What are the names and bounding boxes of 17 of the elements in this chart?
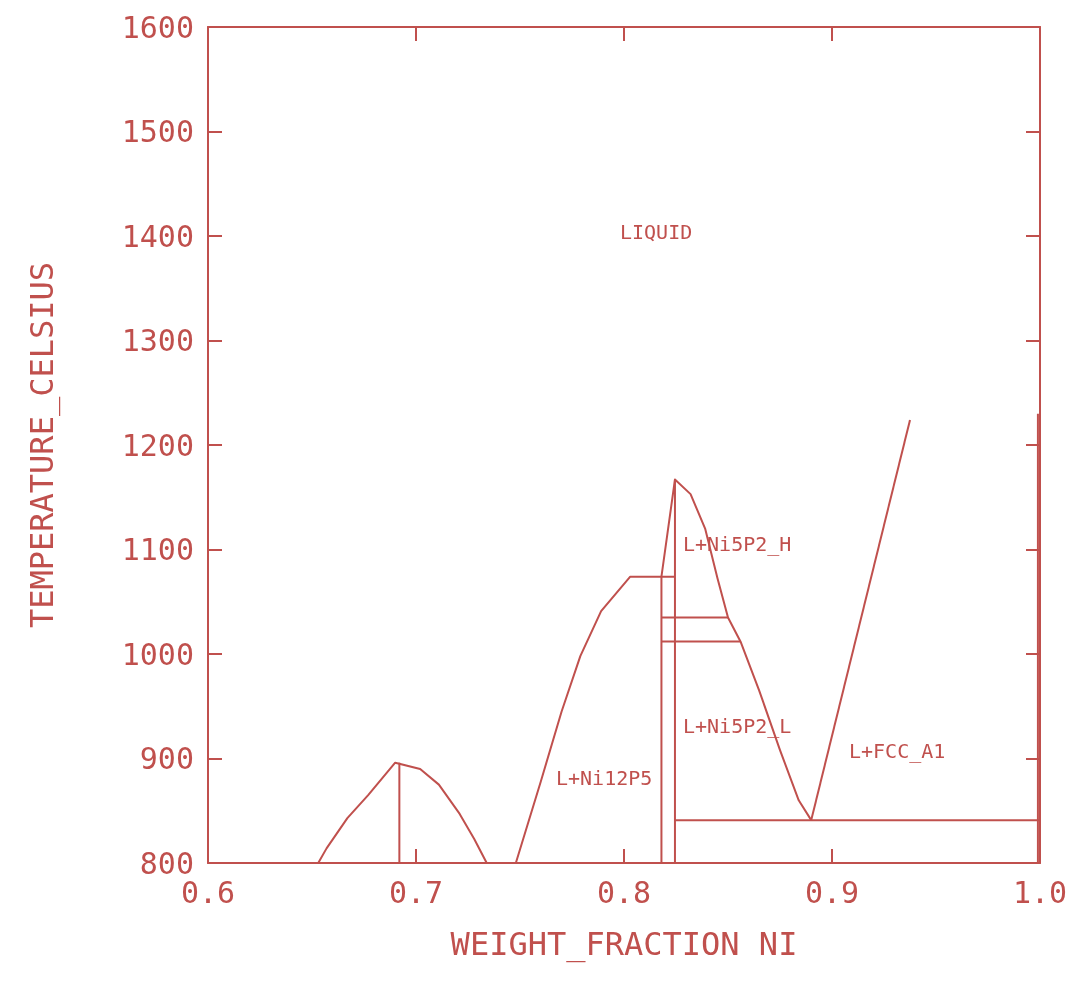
y-tick-label: 1600 (121, 9, 194, 45)
x-tick-label: 0.8 (596, 874, 652, 910)
y-tick-label: 1500 (121, 114, 194, 149)
annotation: L+Ni12P5 (556, 766, 653, 790)
y-tick-label: 1400 (121, 218, 194, 254)
y-axis-title: TEMPERATURE_CELSIUS (23, 261, 61, 629)
x-tick-label: 1.0 (1012, 874, 1068, 910)
y-tick-label: 1200 (121, 427, 194, 463)
x-tick-label: 0.7 (388, 874, 444, 910)
annotation: L+FCC_A1 (849, 739, 946, 763)
x-tick-label: 0.9 (804, 874, 860, 910)
y-tick-label: 900 (139, 741, 194, 776)
y-tick-label: 1300 (121, 323, 194, 358)
y-tick-label: 1000 (121, 636, 194, 672)
annotation: LIQUID (620, 220, 693, 244)
x-axis-title: WEIGHT_FRACTION NI (450, 925, 798, 963)
y-tick-label: 1100 (121, 532, 194, 567)
